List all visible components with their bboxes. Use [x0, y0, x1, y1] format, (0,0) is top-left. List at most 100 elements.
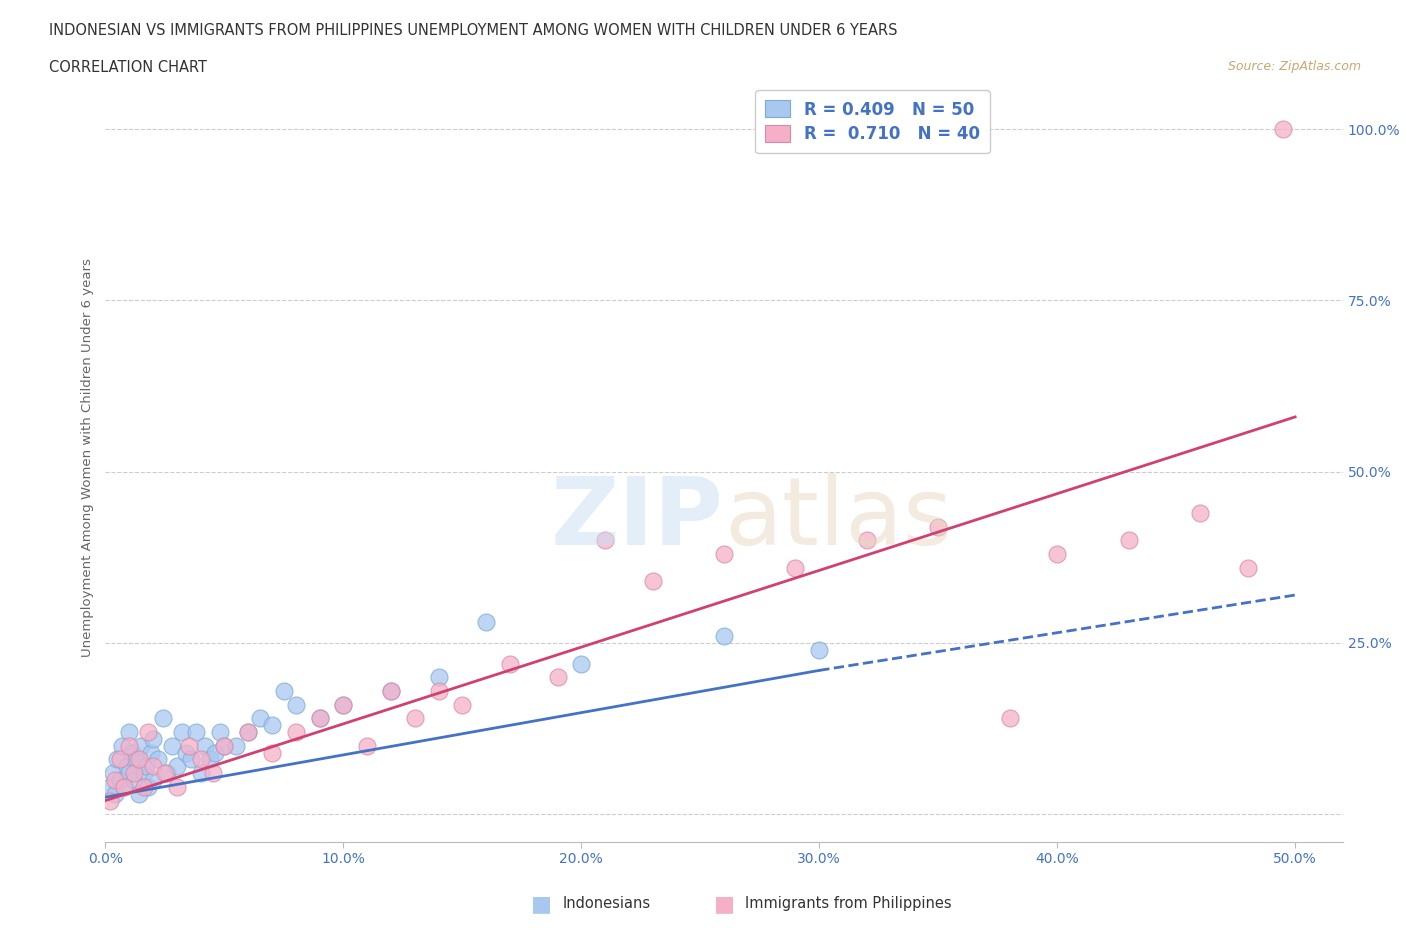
Point [332, 698, 354, 712]
Point [1272, 122, 1295, 137]
Point [214, 738, 236, 753]
Point [308, 711, 330, 725]
Point [121, 745, 143, 760]
Point [380, 684, 402, 698]
Point [118, 765, 141, 780]
Point [122, 765, 145, 780]
Point [105, 752, 128, 767]
Point [1046, 547, 1069, 562]
Point [998, 711, 1021, 725]
Point [108, 773, 131, 788]
Point [808, 643, 831, 658]
Y-axis label: Unemployment Among Women with Children Under 6 years: Unemployment Among Women with Children U… [80, 259, 94, 658]
Point [427, 684, 450, 698]
Point [122, 773, 145, 788]
Legend: R = 0.409   N = 50, R =  0.710   N = 40: R = 0.409 N = 50, R = 0.710 N = 40 [755, 90, 990, 153]
Point [136, 724, 159, 739]
Point [356, 738, 378, 753]
Point [208, 724, 231, 739]
Point [332, 698, 354, 712]
Point [152, 711, 174, 725]
Point [128, 752, 150, 767]
Point [284, 724, 307, 739]
Point [214, 738, 236, 753]
Point [273, 684, 295, 698]
Point [569, 656, 592, 671]
Text: Indonesians: Indonesians [562, 897, 651, 911]
Point [308, 711, 330, 725]
Point [136, 779, 159, 794]
Point [98, 793, 121, 808]
Point [260, 745, 283, 760]
Text: Source: ZipAtlas.com: Source: ZipAtlas.com [1227, 60, 1361, 73]
Point [177, 738, 200, 753]
Point [1118, 533, 1140, 548]
Point [166, 779, 188, 794]
Point [499, 656, 522, 671]
Point [225, 738, 247, 753]
Point [1188, 505, 1211, 520]
Point [404, 711, 426, 725]
Point [451, 698, 474, 712]
Point [238, 724, 260, 739]
Point [160, 738, 183, 753]
Point [118, 738, 141, 753]
Point [142, 773, 165, 788]
Point [129, 738, 152, 753]
Point [111, 738, 134, 753]
Text: INDONESIAN VS IMMIGRANTS FROM PHILIPPINES UNEMPLOYMENT AMONG WOMEN WITH CHILDREN: INDONESIAN VS IMMIGRANTS FROM PHILIPPINE… [49, 23, 897, 38]
Point [139, 745, 162, 760]
Point [190, 752, 212, 767]
Point [125, 752, 148, 767]
Point [198, 752, 221, 767]
Point [101, 765, 124, 780]
Point [547, 670, 569, 684]
Point [132, 779, 155, 794]
Point [128, 786, 150, 801]
Point [142, 732, 165, 747]
Point [249, 711, 271, 725]
Point [142, 759, 165, 774]
Point [194, 738, 217, 753]
Point [108, 752, 131, 767]
Point [166, 759, 188, 774]
Point [104, 786, 127, 801]
Point [260, 718, 283, 733]
Point [204, 745, 226, 760]
Point [380, 684, 402, 698]
Point [115, 759, 138, 774]
Point [1236, 560, 1258, 575]
Point [856, 533, 879, 548]
Point [118, 724, 141, 739]
Point [170, 724, 193, 739]
Point [114, 779, 136, 794]
Point [785, 560, 807, 575]
Point [427, 670, 450, 684]
Point [180, 752, 202, 767]
Point [153, 765, 176, 780]
Text: ■: ■ [531, 894, 551, 914]
Point [238, 724, 260, 739]
Point [156, 765, 179, 780]
Text: ■: ■ [714, 894, 734, 914]
Text: CORRELATION CHART: CORRELATION CHART [49, 60, 207, 75]
Point [927, 519, 949, 534]
Point [713, 547, 735, 562]
Text: Immigrants from Philippines: Immigrants from Philippines [745, 897, 952, 911]
Point [201, 765, 224, 780]
Point [132, 765, 155, 780]
Point [135, 759, 157, 774]
Point [104, 773, 127, 788]
Point [176, 745, 198, 760]
Point [184, 724, 207, 739]
Point [713, 629, 735, 644]
Point [641, 574, 664, 589]
Text: atlas: atlas [724, 473, 952, 565]
Point [593, 533, 616, 548]
Point [190, 765, 212, 780]
Point [98, 779, 121, 794]
Point [475, 615, 498, 630]
Point [146, 752, 169, 767]
Point [284, 698, 307, 712]
Point [114, 779, 136, 794]
